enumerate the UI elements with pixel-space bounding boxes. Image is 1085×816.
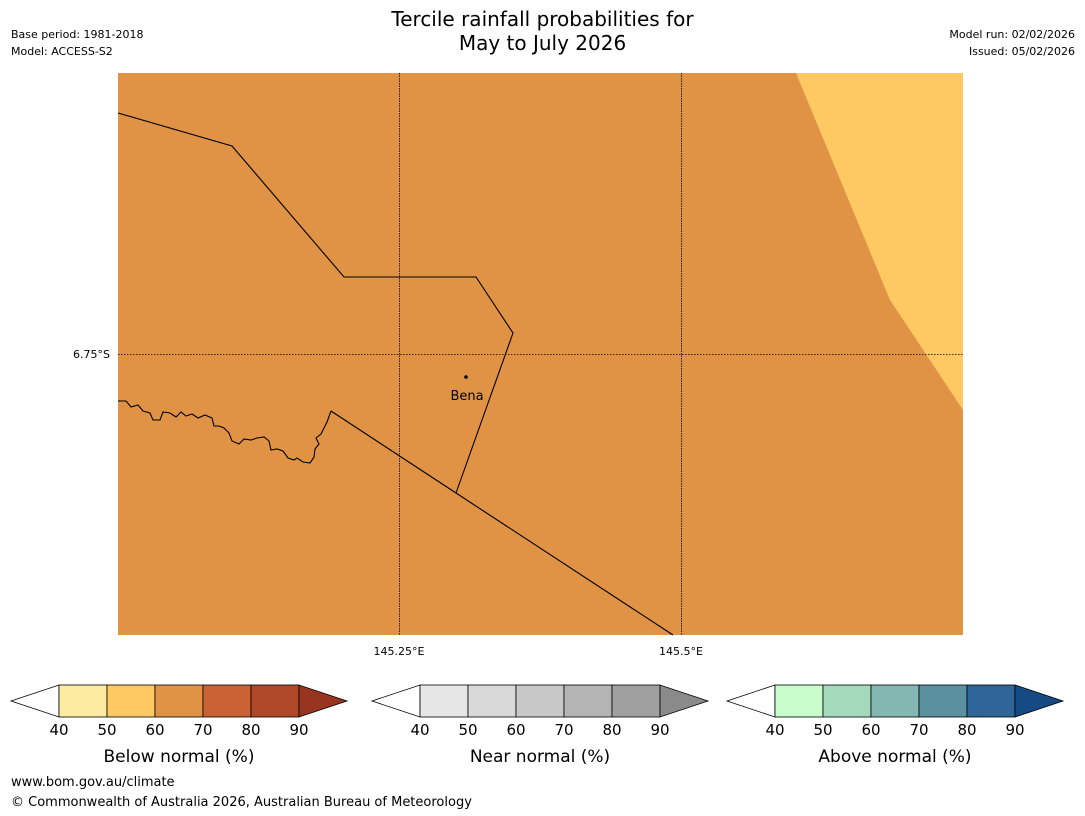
bena-town-marker — [464, 375, 468, 379]
meta-left: Base period: 1981-2018 Model: ACCESS-S2 — [11, 26, 143, 60]
colorbar-near-label: Near normal (%) — [470, 747, 610, 767]
colorbar-above-under-extension — [725, 684, 776, 718]
colorbar-below-over-extension — [298, 684, 349, 718]
colorbar-below-segment-60-70 — [154, 684, 204, 718]
colorbar-below-label: Below normal (%) — [104, 747, 255, 767]
issued-text: Issued: 05/02/2026 — [968, 45, 1075, 58]
province-boundary — [117, 112, 514, 494]
colorbar-near-segment-80-90 — [611, 684, 661, 718]
colorbar-above-tick-80: 80 — [957, 721, 976, 739]
colorbar-near-segment-50-60 — [467, 684, 517, 718]
colorbar-below-normal: 40 50 60 70 80 90 Below normal (%) — [9, 684, 349, 767]
probability-50-60-zone — [796, 73, 963, 410]
colorbar-near-tick-40: 40 — [410, 721, 429, 739]
colorbar-above-segment-50-60 — [822, 684, 872, 718]
colorbar-below-tick-80: 80 — [241, 721, 260, 739]
longitude-label-1: 145.25°E — [374, 645, 425, 658]
colorbar-near-segment-60-70 — [515, 684, 565, 718]
map-area — [118, 73, 963, 635]
colorbar-above-tick-50: 50 — [813, 721, 832, 739]
map-title: Tercile rainfall probabilities for May t… — [0, 7, 1085, 55]
map-figure: Bena 6.75°S 145.25°E 145.5°E — [73, 73, 963, 658]
colorbar-near-tick-80: 80 — [602, 721, 621, 739]
colorbar-above-tick-90: 90 — [1005, 721, 1024, 739]
footer-url: www.bom.gov.au/climate — [11, 775, 175, 790]
colorbar-below-tick-70: 70 — [193, 721, 212, 739]
colorbar-near-segment-70-80 — [563, 684, 613, 718]
title-line-1: Tercile rainfall probabilities for — [391, 7, 694, 31]
colorbar-above-segment-40-50 — [774, 684, 824, 718]
title-line-2: May to July 2026 — [458, 31, 627, 55]
model-run-text: Model run: 02/02/2026 — [949, 28, 1075, 41]
longitude-label-2: 145.5°E — [659, 645, 703, 658]
latitude-label: 6.75°S — [73, 348, 110, 361]
colorbar-near-tick-50: 50 — [458, 721, 477, 739]
colorbar-near-normal: 40 50 60 70 80 90 Near normal (%) — [370, 684, 710, 767]
colorbar-below-segment-50-60 — [106, 684, 156, 718]
colorbar-above-normal: 40 50 60 70 80 90 Above normal (%) — [725, 684, 1065, 767]
colorbar-above-tick-60: 60 — [861, 721, 880, 739]
province-boundary-south — [330, 410, 674, 636]
colorbar-near-tick-60: 60 — [506, 721, 525, 739]
colorbar-below-tick-60: 60 — [145, 721, 164, 739]
colorbar-below-tick-90: 90 — [289, 721, 308, 739]
colorbar-below-segment-40-50 — [58, 684, 108, 718]
colorbar-near-segment-40-50 — [419, 684, 469, 718]
colorbar-above-tick-70: 70 — [909, 721, 928, 739]
colorbar-near-tick-70: 70 — [554, 721, 573, 739]
colorbar-near-tick-90: 90 — [650, 721, 669, 739]
colorbar-below-segment-80-90 — [250, 684, 300, 718]
meta-right: Model run: 02/02/2026 Issued: 05/02/2026 — [949, 26, 1075, 60]
river-boundary — [118, 400, 332, 464]
colorbar-above-segment-70-80 — [918, 684, 968, 718]
colorbar-below-tick-40: 40 — [49, 721, 68, 739]
colorbar-above-over-extension — [1014, 684, 1065, 718]
colorbar-above-segment-80-90 — [966, 684, 1016, 718]
colorbar-below-under-extension — [9, 684, 60, 718]
model-text: Model: ACCESS-S2 — [11, 45, 113, 58]
colorbar-near-over-extension — [659, 684, 710, 718]
bena-label: Bena — [450, 389, 483, 404]
footer-copyright: © Commonwealth of Australia 2026, Austra… — [11, 795, 472, 810]
colorbar-near-under-extension — [370, 684, 421, 718]
colorbar-below-segment-70-80 — [202, 684, 252, 718]
colorbar-below-tick-50: 50 — [97, 721, 116, 739]
colorbar-above-tick-40: 40 — [765, 721, 784, 739]
base-period-text: Base period: 1981-2018 — [11, 28, 144, 41]
colorbar-above-segment-60-70 — [870, 684, 920, 718]
colorbar-above-label: Above normal (%) — [818, 747, 971, 767]
